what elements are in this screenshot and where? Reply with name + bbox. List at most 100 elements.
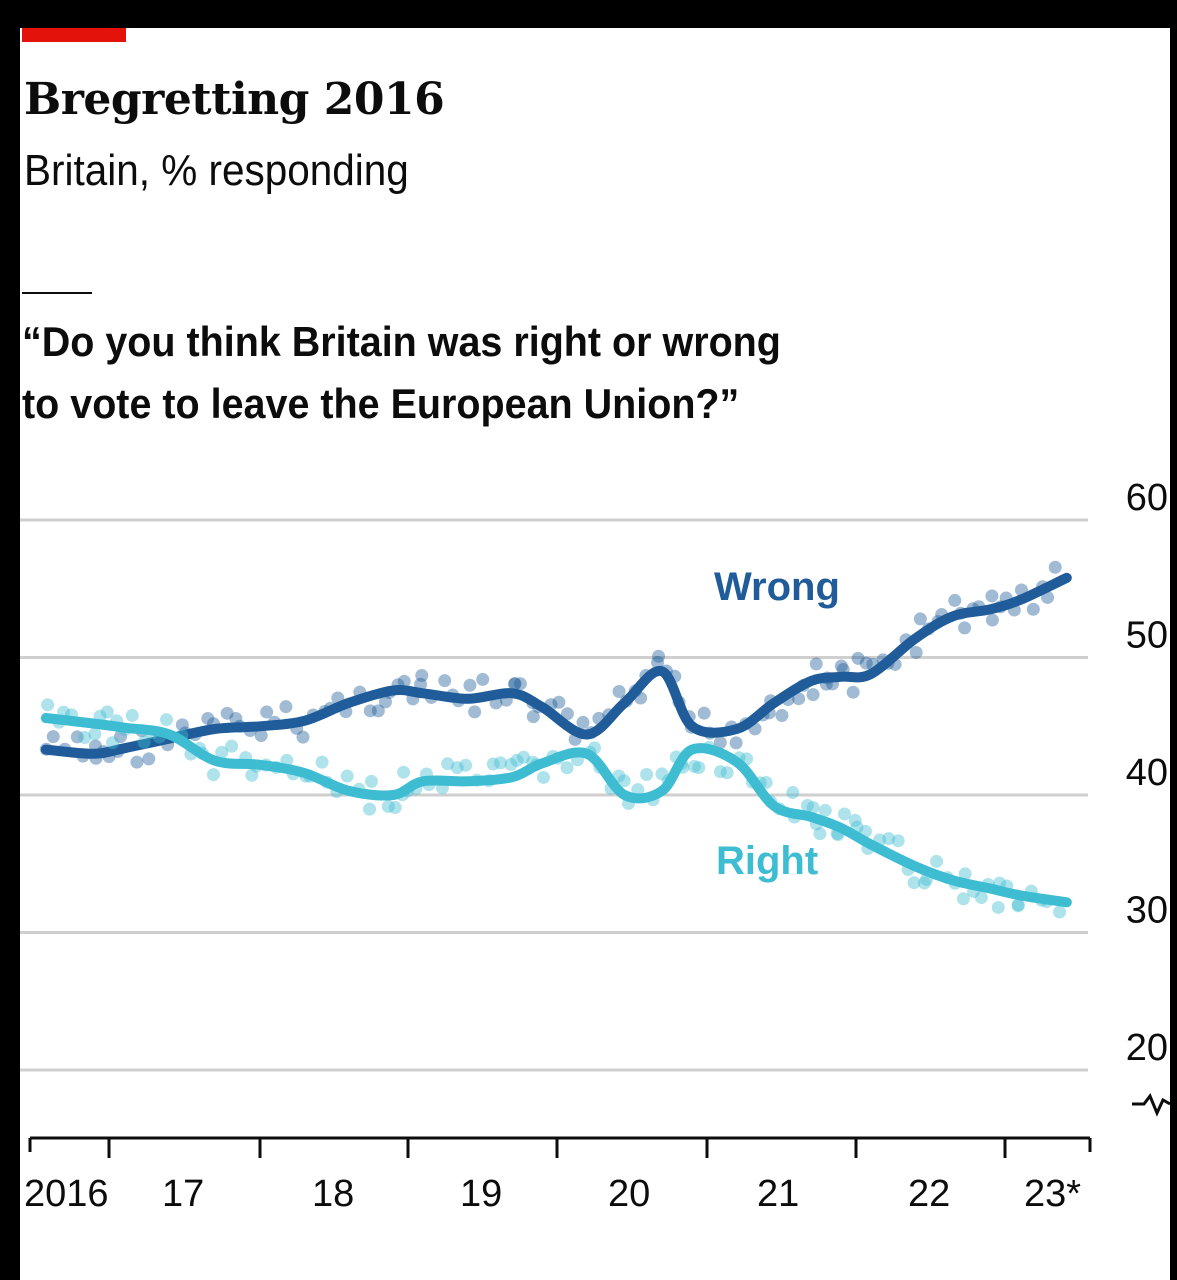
poll-dot — [397, 674, 411, 688]
x-tick-label: 18 — [312, 1173, 354, 1215]
poll-dot — [1026, 602, 1040, 616]
poll-dot — [1011, 899, 1025, 913]
y-tick-label: 50 — [1126, 615, 1168, 657]
poll-dot — [806, 801, 820, 815]
x-tick-label: 23* — [1024, 1173, 1081, 1215]
accent-bar — [22, 28, 126, 42]
survey-question: “Do you think Britain was right or wrong… — [22, 311, 962, 435]
poll-dot — [631, 783, 645, 797]
axis-break-icon — [1132, 1092, 1170, 1117]
x-tick-label: 19 — [460, 1173, 502, 1215]
poll-dot — [371, 704, 385, 718]
chart-card: Bregretting 2016 Britain, % responding “… — [20, 28, 1170, 1280]
poll-dot — [651, 655, 665, 669]
poll-dot — [106, 736, 120, 750]
poll-dot — [504, 757, 518, 771]
poll-dot — [508, 677, 522, 691]
poll-dot — [476, 672, 490, 686]
poll-dot — [729, 736, 743, 750]
x-tick-label: 20 — [608, 1173, 650, 1215]
poll-dot — [552, 695, 566, 709]
poll-dot — [468, 705, 482, 719]
poll-dot — [985, 613, 999, 627]
y-tick-label: 40 — [1126, 752, 1168, 794]
poll-dot — [713, 736, 727, 750]
series-label-right: Right — [716, 839, 818, 883]
poll-dot — [41, 698, 55, 712]
poll-dot — [974, 891, 988, 905]
poll-dot — [438, 674, 452, 688]
poll-dot — [70, 730, 84, 744]
poll-dot — [612, 685, 626, 699]
line-chart: 60 50 40 30 20 2016 17 18 19 20 21 22 23* Wrong Right — [20, 477, 1170, 1215]
poll-dot — [692, 761, 706, 775]
poll-dot — [494, 756, 508, 770]
poll-dot — [775, 708, 789, 722]
poll-dot — [720, 766, 734, 780]
poll-dot — [229, 711, 243, 725]
poll-dot — [296, 730, 310, 744]
x-tick-label: 2016 — [24, 1173, 109, 1215]
chart-subtitle: Britain, % responding — [24, 146, 409, 195]
trend-line-right — [40, 713, 1072, 908]
poll-dot — [792, 692, 806, 706]
poll-dot — [215, 745, 229, 759]
x-tick-label: 17 — [162, 1173, 204, 1215]
poll-dot — [46, 730, 60, 744]
poll-dot — [985, 589, 999, 603]
poll-dot — [508, 677, 522, 691]
y-tick-label: 30 — [1126, 890, 1168, 932]
poll-dot — [363, 704, 377, 718]
poll-dot — [809, 657, 823, 671]
poll-dot — [340, 769, 354, 783]
question-line-1: “Do you think Britain was right or wrong — [22, 318, 781, 365]
poll-dot — [381, 799, 395, 813]
poll-dot — [463, 678, 477, 692]
poll-dot — [838, 807, 852, 821]
poll-dot — [1053, 905, 1067, 919]
y-tick-label: 60 — [1126, 477, 1168, 519]
poll-dot — [617, 774, 631, 788]
poll-dot — [486, 757, 500, 771]
divider-rule — [22, 292, 92, 294]
poll-dot — [991, 900, 1005, 914]
poll-dot — [279, 700, 293, 714]
poll-dot — [397, 765, 411, 779]
poll-dot — [560, 707, 574, 721]
poll-dot — [1048, 560, 1062, 574]
poll-dot — [450, 761, 464, 775]
poll-dot — [930, 854, 944, 868]
poll-dot — [882, 832, 896, 846]
poll-dot — [813, 827, 827, 841]
poll-dot — [175, 718, 189, 732]
poll-dot — [160, 713, 174, 727]
poll-dot — [917, 876, 931, 890]
poll-dot — [201, 711, 215, 725]
question-line-2: to vote to leave the European Union?” — [22, 380, 740, 427]
poll-dot — [260, 705, 274, 719]
poll-dot — [513, 677, 527, 691]
poll-dot — [245, 768, 259, 782]
poll-dot — [786, 786, 800, 800]
poll-dot — [137, 735, 151, 749]
poll-dot — [100, 705, 114, 719]
poll-dot — [441, 757, 455, 771]
poll-dot — [526, 710, 540, 724]
poll-dot — [576, 715, 590, 729]
poll-dot — [225, 739, 239, 753]
chart-title: Bregretting 2016 — [24, 74, 445, 125]
poll-dot — [517, 750, 531, 764]
poll-dot — [687, 759, 701, 773]
poll-dot — [697, 706, 711, 720]
poll-dot — [560, 761, 574, 775]
x-tick-label: 21 — [757, 1173, 799, 1215]
poll-dot — [958, 867, 972, 881]
poll-dot — [130, 755, 144, 769]
poll-dot — [848, 813, 862, 827]
poll-dot — [891, 834, 905, 848]
poll-dot — [220, 706, 234, 720]
poll-dot — [713, 765, 727, 779]
poll-dot — [806, 688, 820, 702]
poll-dot — [834, 659, 848, 673]
poll-dot — [363, 802, 377, 816]
